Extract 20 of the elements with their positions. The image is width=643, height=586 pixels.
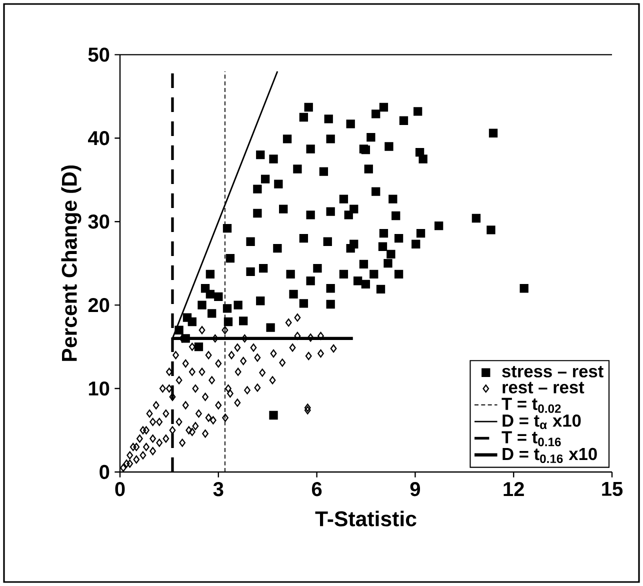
legend-label: T = t$_{0.16}$ [502,431,561,446]
x-tick-label: 9 [410,482,420,496]
y-tick-label: 0 [100,464,110,480]
legend-label: D = t$_{0.16}$ x10 [502,448,597,464]
y-tick-label: 20 [88,298,110,312]
x-tick-label: 0 [115,482,125,496]
y-tick-label: 50 [88,48,110,62]
x-tick-label: 15 [602,482,623,496]
legend-label: rest – rest [502,382,584,394]
y-axis-title: Percent Change (D) [61,165,82,361]
x-tick-label: 12 [504,482,524,496]
legend-label: stress – rest [502,366,604,378]
x-axis-title: T-Statistic [315,510,416,526]
x-tick-label: 3 [213,482,224,496]
y-tick-label: 30 [88,214,110,229]
y-tick-label: 40 [88,131,110,146]
legend-label: D = t$_{α}$ x10 [502,414,581,430]
legend-label: T = t$_{0.02}$ [502,398,561,413]
y-tick-label: 10 [88,381,110,396]
x-tick-label: 6 [312,482,322,496]
